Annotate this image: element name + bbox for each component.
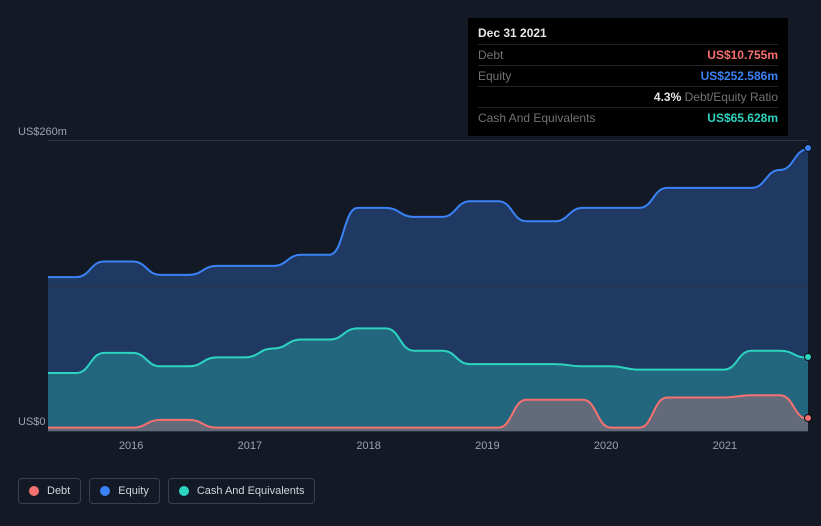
legend-swatch (100, 486, 110, 496)
x-axis-label: 2016 (119, 440, 143, 452)
x-axis-label: 2021 (713, 440, 737, 452)
tooltip-row-value: US$65.628m (707, 111, 778, 125)
tooltip-row: Equity US$252.586m (478, 65, 778, 86)
gridline (48, 286, 808, 287)
tooltip-row-label: Equity (478, 69, 511, 83)
tooltip-row-value: US$10.755m (707, 48, 778, 62)
tooltip-row-label: Debt (478, 48, 503, 62)
chart-area: US$260m US$0 (18, 120, 808, 440)
x-axis: 2016 2017 2018 2019 2020 2021 (48, 440, 808, 460)
legend: Debt Equity Cash And Equivalents (18, 478, 315, 504)
y-axis-label: US$0 (18, 416, 46, 428)
baseline (48, 431, 808, 432)
x-axis-label: 2019 (475, 440, 499, 452)
tooltip-row-value: 4.3% Debt/Equity Ratio (654, 90, 778, 104)
x-axis-label: 2018 (356, 440, 380, 452)
legend-swatch (179, 486, 189, 496)
legend-label: Debt (47, 485, 70, 497)
legend-label: Equity (118, 485, 149, 497)
x-axis-label: 2017 (238, 440, 262, 452)
legend-label: Cash And Equivalents (197, 485, 305, 497)
tooltip-rows: Debt US$10.755m Equity US$252.586m 4.3% Debt… (478, 44, 778, 128)
tooltip-date: Dec 31 2021 (478, 26, 778, 40)
marker-equity (804, 144, 812, 152)
y-axis-label: US$260m (18, 126, 67, 138)
chart-tooltip: Dec 31 2021 Debt US$10.755m Equity US$252.5… (468, 18, 788, 136)
legend-item-cash-and-equivalents[interactable]: Cash And Equivalents (168, 478, 316, 504)
marker-debt (804, 414, 812, 422)
tooltip-row-label: Cash And Equivalents (478, 111, 595, 125)
legend-swatch (29, 486, 39, 496)
tooltip-row-value: US$252.586m (701, 69, 778, 83)
legend-item-debt[interactable]: Debt (18, 478, 81, 504)
legend-item-equity[interactable]: Equity (89, 478, 160, 504)
tooltip-row: Cash And Equivalents US$65.628m (478, 107, 778, 128)
tooltip-row: Debt US$10.755m (478, 44, 778, 65)
x-axis-label: 2020 (594, 440, 618, 452)
marker-cash-and-equivalents (804, 353, 812, 361)
tooltip-row: 4.3% Debt/Equity Ratio (478, 86, 778, 107)
plot-region[interactable] (48, 140, 808, 430)
